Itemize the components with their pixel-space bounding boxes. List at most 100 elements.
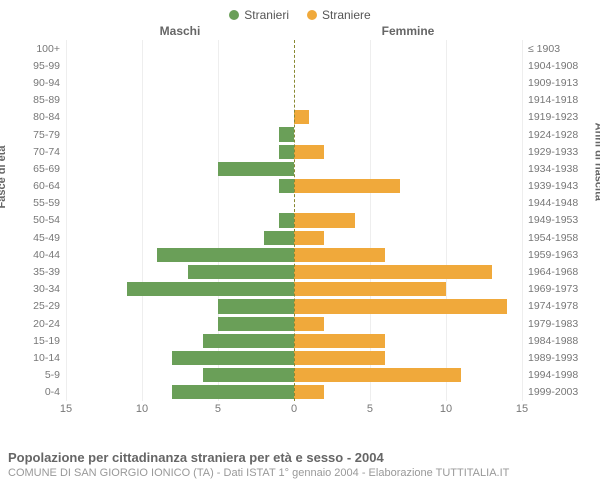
bar-female xyxy=(294,351,385,365)
age-label: 80-84 xyxy=(8,111,66,123)
birth-year-label: 1919-1923 xyxy=(522,111,592,123)
birth-year-label: ≤ 1903 xyxy=(522,43,592,55)
table-row: 10-14 1989-1993 xyxy=(8,349,592,366)
age-label: 65-69 xyxy=(8,163,66,175)
birth-year-label: 1969-1973 xyxy=(522,283,592,295)
age-label: 55-59 xyxy=(8,197,66,209)
table-row: 35-39 1964-1968 xyxy=(8,263,592,280)
bar-male xyxy=(218,299,294,313)
birth-year-label: 1939-1943 xyxy=(522,180,592,192)
bar-female xyxy=(294,299,507,313)
bar-female xyxy=(294,145,324,159)
bar-male xyxy=(279,179,294,193)
bar-male xyxy=(203,368,294,382)
bar-female xyxy=(294,265,492,279)
bar-male xyxy=(279,127,294,141)
age-label: 95-99 xyxy=(8,60,66,72)
age-label: 10-14 xyxy=(8,352,66,364)
table-row: 80-84 1919-1923 xyxy=(8,109,592,126)
bar-male xyxy=(172,385,294,399)
birth-year-label: 1929-1933 xyxy=(522,146,592,158)
bar-female xyxy=(294,231,324,245)
age-label: 0-4 xyxy=(8,386,66,398)
x-tick: 15 xyxy=(60,403,72,415)
table-row: 65-69 1934-1938 xyxy=(8,160,592,177)
bar-female xyxy=(294,110,309,124)
table-row: 25-291974-1978 xyxy=(8,298,592,315)
age-label: 40-44 xyxy=(8,249,66,261)
bar-male xyxy=(188,265,294,279)
x-tick: 10 xyxy=(136,403,148,415)
legend-swatch-male xyxy=(229,10,239,20)
caption-main: Popolazione per cittadinanza straniera p… xyxy=(8,450,592,465)
table-row: 20-24 1979-1983 xyxy=(8,315,592,332)
bar-male xyxy=(157,248,294,262)
bar-female xyxy=(294,368,461,382)
y-axis-left-title: Fasce di età xyxy=(0,146,8,209)
age-label: 70-74 xyxy=(8,146,66,158)
birth-year-label: 1934-1938 xyxy=(522,163,592,175)
bar-female xyxy=(294,248,385,262)
x-tick: 15 xyxy=(516,403,528,415)
table-row: 55-59 1944-1948 xyxy=(8,195,592,212)
x-ticks: 15105051015 xyxy=(66,403,522,419)
x-axis: 15105051015 xyxy=(8,403,592,419)
birth-year-label: 1954-1958 xyxy=(522,232,592,244)
age-label: 100+ xyxy=(8,43,66,55)
col-head-right: Femmine xyxy=(294,24,522,38)
birth-year-label: 1959-1963 xyxy=(522,249,592,261)
col-head-left: Maschi xyxy=(66,24,294,38)
birth-year-label: 1944-1948 xyxy=(522,197,592,209)
column-headers: Maschi Femmine xyxy=(8,24,592,38)
table-row: 75-79 1924-1928 xyxy=(8,126,592,143)
age-label: 60-64 xyxy=(8,180,66,192)
age-label: 90-94 xyxy=(8,77,66,89)
table-row: 90-94 1909-1913 xyxy=(8,74,592,91)
bar-male xyxy=(172,351,294,365)
bar-male xyxy=(279,145,294,159)
legend: Stranieri Straniere xyxy=(8,8,592,22)
age-label: 30-34 xyxy=(8,283,66,295)
table-row: 100+ ≤ 1903 xyxy=(8,40,592,57)
bar-male xyxy=(279,213,294,227)
age-label: 85-89 xyxy=(8,94,66,106)
age-label: 50-54 xyxy=(8,214,66,226)
bar-female xyxy=(294,282,446,296)
bar-male xyxy=(218,317,294,331)
age-label: 35-39 xyxy=(8,266,66,278)
age-label: 45-49 xyxy=(8,232,66,244)
birth-year-label: 1974-1978 xyxy=(522,300,592,312)
x-tick: 5 xyxy=(215,403,221,415)
table-row: 70-74 1929-1933 xyxy=(8,143,592,160)
bar-female xyxy=(294,385,324,399)
legend-item-male: Stranieri xyxy=(229,8,289,22)
legend-item-female: Straniere xyxy=(307,8,371,22)
table-row: 95-991904-1908 xyxy=(8,57,592,74)
birth-year-label: 1989-1993 xyxy=(522,352,592,364)
legend-label-female: Straniere xyxy=(322,8,371,22)
birth-year-label: 1914-1918 xyxy=(522,94,592,106)
birth-year-label: 1924-1928 xyxy=(522,129,592,141)
birth-year-label: 1999-2003 xyxy=(522,386,592,398)
bar-female xyxy=(294,334,385,348)
x-tick: 0 xyxy=(291,403,297,415)
age-label: 20-24 xyxy=(8,318,66,330)
table-row: 0-4 1999-2003 xyxy=(8,384,592,401)
population-pyramid-chart: Maschi Femmine Fasce di età Anni di nasc… xyxy=(8,24,592,444)
caption-sub: COMUNE DI SAN GIORGIO IONICO (TA) - Dati… xyxy=(8,467,592,479)
table-row: 40-44 1959-1963 xyxy=(8,246,592,263)
table-row: 45-49 1954-1958 xyxy=(8,229,592,246)
bar-female xyxy=(294,213,355,227)
legend-label-male: Stranieri xyxy=(244,8,289,22)
birth-year-label: 1979-1983 xyxy=(522,318,592,330)
table-row: 30-34 1969-1973 xyxy=(8,281,592,298)
bar-male xyxy=(264,231,294,245)
table-row: 85-89 1914-1918 xyxy=(8,92,592,109)
birth-year-label: 1909-1913 xyxy=(522,77,592,89)
age-label: 75-79 xyxy=(8,129,66,141)
age-label: 5-9 xyxy=(8,369,66,381)
legend-swatch-female xyxy=(307,10,317,20)
x-tick: 5 xyxy=(367,403,373,415)
table-row: 5-91994-1998 xyxy=(8,367,592,384)
birth-year-label: 1964-1968 xyxy=(522,266,592,278)
